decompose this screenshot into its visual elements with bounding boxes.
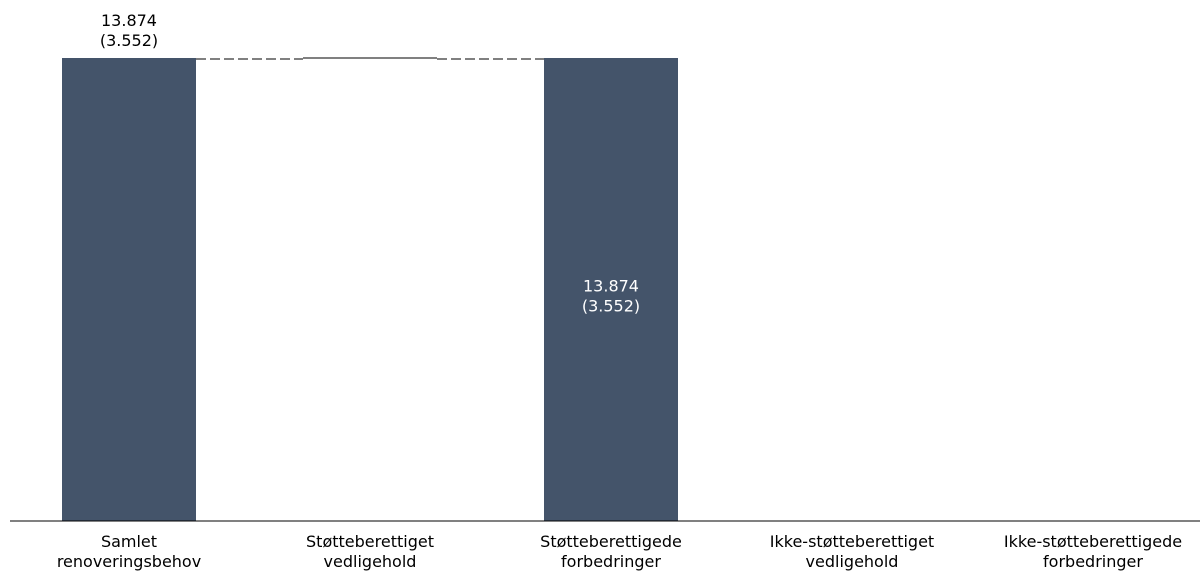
bars-group [62, 57, 678, 521]
data-label-1-line-2: (3.552) [100, 31, 158, 50]
bar-1 [62, 58, 196, 521]
bar-3 [544, 58, 678, 521]
category-label-4-line-1: Ikke-støtteberettiget [770, 532, 934, 551]
category-label-2-line-1: Støtteberettiget [306, 532, 434, 551]
data-label-1-line-1: 13.874 [101, 11, 157, 30]
category-label-2-line-2: vedligehold [324, 552, 417, 571]
data-labels-group: 13.874(3.552)13.874(3.552) [100, 11, 640, 316]
data-label-3-line-2: (3.552) [582, 297, 640, 316]
data-label-3-line-1: 13.874 [583, 277, 639, 296]
category-label-3-line-1: Støtteberettigede [540, 532, 682, 551]
category-label-3-line-2: forbedringer [561, 552, 661, 571]
category-label-1-line-1: Samlet [101, 532, 157, 551]
category-labels-group: SamletrenoveringsbehovStøtteberettigetve… [57, 532, 1182, 571]
category-label-1-line-2: renoveringsbehov [57, 552, 201, 571]
category-label-5-line-2: forbedringer [1043, 552, 1143, 571]
category-label-5-line-1: Ikke-støtteberettigede [1004, 532, 1182, 551]
category-label-4-line-2: vedligehold [806, 552, 899, 571]
